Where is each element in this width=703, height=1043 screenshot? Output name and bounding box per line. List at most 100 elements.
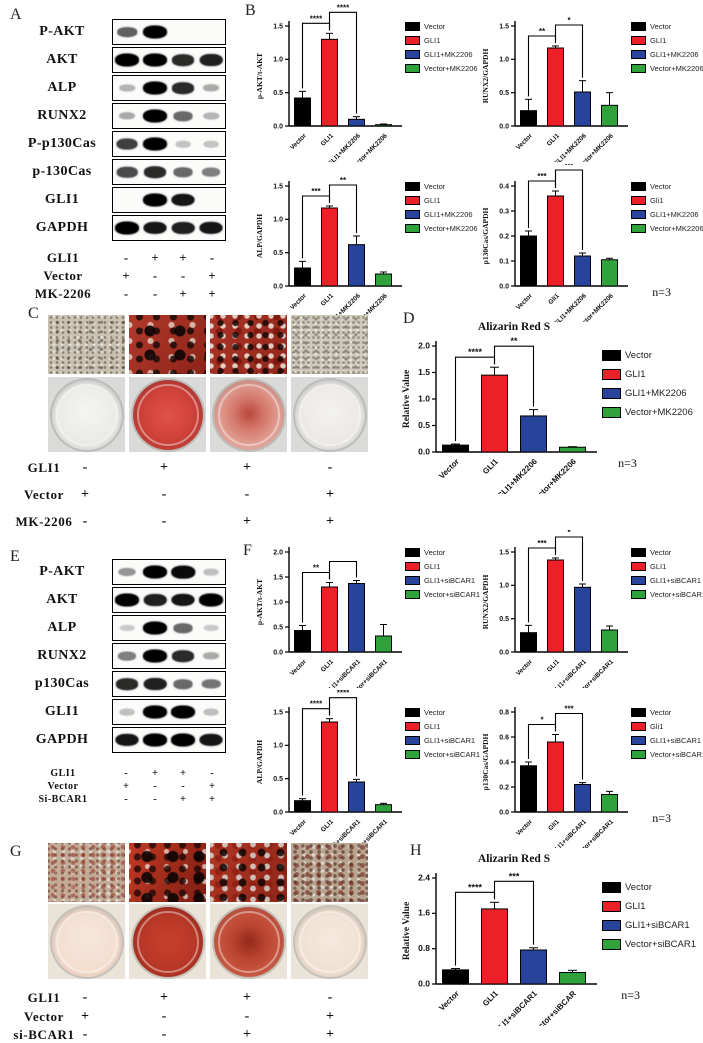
microscopy-image-c4 [291,315,368,374]
condition-symbol: + [209,794,215,805]
blot-label: ALP [47,620,77,635]
condition-label: si-BCAR1 [13,1027,75,1042]
significance-label: ** [510,336,518,346]
blot-label: GAPDH [35,220,89,235]
culture-dish-image-c2 [132,379,203,450]
y-tick-label: 1.0 [499,57,509,64]
panel-letter-d: D [403,310,415,327]
y-tick-label: 1.5 [499,23,509,30]
blot-row: ALP [12,614,242,642]
significance-label: * [567,16,571,25]
y-tick-label: 1.5 [273,183,283,190]
bar-Vector [294,800,311,813]
panel-f: F 0.0 0.5 1.0 1.5 2.0 p-AKT/t-AKT Vector GLI1 GL… [243,528,703,862]
condition-table-a: GLI1 - + + - Vector + - - + MK-2206 - - + + [12,250,244,304]
dish-row-g [48,904,368,979]
chart-grid-b: 0.0 0.5 1.0 1.5 p-AKT/t-AKT Vector GLI1 GLI1+MK… [249,3,703,331]
condition-symbol: - [327,990,333,1005]
x-category-label: Gli1 [547,818,561,832]
y-axis-title: RUNX2/GAPDH [481,49,490,104]
legend-item: Vector+MK2206 [602,407,693,418]
blot-band [199,221,223,235]
blot-row: AKT [12,586,242,614]
bar-Vector+MK2206 [601,259,618,287]
legend-swatch [631,210,646,219]
significance-label: *** [537,172,547,181]
bar-GLI1+siBCAR1 [520,949,547,985]
blot-image-GAPDH [112,727,226,753]
legend-item: GLI1+siBCAR1 [631,736,703,745]
bar-GLI1+MK2206 [574,91,591,127]
legend-label: GLI1+MK2206 [650,210,699,219]
bar-Vector [520,632,537,653]
condition-label: Vector [24,487,64,502]
legend-swatch [631,736,646,745]
legend-swatch [631,22,646,31]
condition-symbol: + [326,1027,334,1042]
significance-label: **** [310,14,323,23]
microscopy-image-g4 [291,843,368,902]
blot-label: GLI1 [44,704,80,719]
legend-label: GLI1+siBCAR1 [625,920,690,931]
blot-label: GLI1 [44,192,80,207]
legend-label: GLI1 [424,196,441,205]
bar-Vector [520,110,537,127]
legend-swatch [405,50,420,59]
dish-photo-c1 [48,377,125,452]
blot-band [143,594,167,606]
condition-symbol: - [244,1008,250,1024]
legend-swatch [631,50,646,59]
legend-h: Vector GLI1 GLI1+siBCAR1 Vector+siBCAR1 [602,882,696,950]
y-tick-label: 1.5 [418,367,430,377]
legend-swatch [602,350,621,361]
chart-p-akt-sibcar1: 0.0 0.5 1.0 1.5 2.0 p-AKT/t-AKT Vector GLI1 GLI1… [249,530,403,700]
bar-GLI1+siBCAR1 [348,583,365,653]
x-category-label: Vector [515,658,534,677]
blot-band [172,82,194,94]
legend-swatch [405,224,420,233]
bar-GLI1+MK2206 [574,255,591,287]
legend-b1: Vector GLI1 GLI1+MK2206 Vector+MK2206 [405,22,478,73]
significance-label: *** [509,871,520,881]
condition-symbol: + [243,460,251,475]
blot-stack-a: P-AKT AKT ALP RUNX2 P-p130Cas p-130Cas GLI1 GAP… [12,18,242,242]
culture-dish-image-c3 [213,379,284,450]
blot-band [171,733,195,747]
blot-band [115,593,139,607]
bar-Vector+siBCAR [559,972,586,985]
bar-Vector [294,630,311,653]
condition-symbol: - [124,794,128,805]
legend-label: Vector+MK2206 [650,64,703,73]
legend-label: Vector [424,22,446,31]
condition-symbol: - [152,268,158,283]
chart-svg-d: 0.0 0.5 1.0 1.5 2.0 Relative Value Alizarin Re… [402,321,597,505]
bar-Vector [294,267,311,287]
bar-GLI1+siBCAR1 [574,586,591,653]
blot-band [199,733,223,747]
bar-GLI1+MK2206 [348,118,365,127]
significance-bracket [554,536,584,581]
chart-alizarin-mk2206: 0.0 0.5 1.0 1.5 2.0 Relative Value Alizarin Re… [400,318,600,505]
legend-item: Vector+siBCAR1 [631,590,703,599]
blot-image-P-AKT [112,559,226,585]
blot-band [143,621,167,635]
blot-band [143,81,167,95]
condition-label: GLI1 [27,460,61,475]
y-axis-title: p130Cas/GAPDH [481,733,490,790]
condition-row: Vector + - - + [12,1009,372,1028]
legend-label: Vector+MK2206 [650,224,703,233]
panel-h: H 0.0 0.8 1.6 2.4 Relative Value Alizarin Red… [398,838,703,1043]
legend-label: Vector [424,708,446,717]
blot-band [203,568,219,576]
legend-label: Vector+MK2206 [424,64,478,73]
condition-symbol: - [161,1027,167,1042]
y-tick-label: 0.5 [499,90,509,97]
legend-swatch [405,722,420,731]
chart-block-h: 0.0 0.8 1.6 2.4 Relative Value Alizarin Red S… [400,850,696,1037]
y-tick-label: 0.0 [499,649,509,656]
blot-image-GLI1 [112,187,226,213]
blot-band [143,137,167,151]
x-category-label: GLI1 [320,818,335,833]
y-tick-label: 0.0 [499,809,509,816]
x-category-label: GLI1 [546,658,561,673]
